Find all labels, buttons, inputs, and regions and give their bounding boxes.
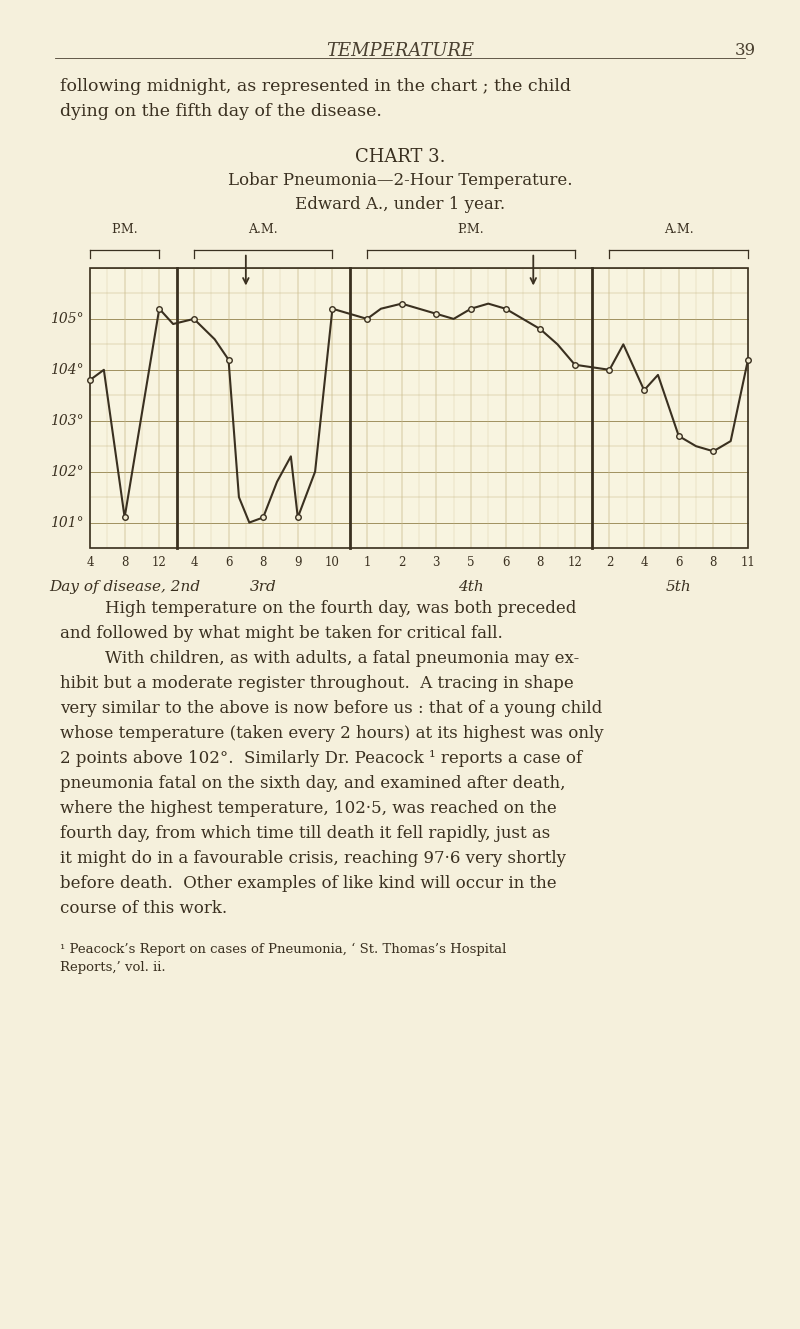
Text: 11: 11 [741, 556, 755, 569]
Text: 6: 6 [675, 556, 682, 569]
Text: 12: 12 [152, 556, 166, 569]
Text: 102°: 102° [50, 465, 84, 478]
Text: 4: 4 [190, 556, 198, 569]
Text: 103°: 103° [50, 413, 84, 428]
Text: ¹ Peacock’s Report on cases of Pneumonia, ‘ St. Thomas’s Hospital: ¹ Peacock’s Report on cases of Pneumonia… [60, 944, 506, 957]
Text: Lobar Pneumonia—2-Hour Temperature.: Lobar Pneumonia—2-Hour Temperature. [228, 171, 572, 189]
Text: 5: 5 [467, 556, 474, 569]
Text: following midnight, as represented in the chart ; the child: following midnight, as represented in th… [60, 78, 571, 94]
Text: dying on the fifth day of the disease.: dying on the fifth day of the disease. [60, 104, 382, 120]
Text: 39: 39 [734, 43, 755, 58]
Text: it might do in a favourable crisis, reaching 97·6 very shortly: it might do in a favourable crisis, reac… [60, 851, 566, 867]
Text: 3: 3 [433, 556, 440, 569]
Text: 101°: 101° [50, 516, 84, 529]
Text: fourth day, from which time till death it fell rapidly, just as: fourth day, from which time till death i… [60, 825, 550, 843]
Text: 2 points above 102°.  Similarly Dr. Peacock ¹ reports a case of: 2 points above 102°. Similarly Dr. Peaco… [60, 750, 582, 767]
Text: 2: 2 [398, 556, 406, 569]
Text: P.M.: P.M. [111, 223, 138, 237]
Text: With children, as with adults, a fatal pneumonia may ex-: With children, as with adults, a fatal p… [105, 650, 579, 667]
Text: High temperature on the fourth day, was both preceded: High temperature on the fourth day, was … [105, 599, 576, 617]
Text: 3rd: 3rd [250, 579, 277, 594]
Text: hibit but a moderate register throughout.  A tracing in shape: hibit but a moderate register throughout… [60, 675, 574, 692]
Text: A.M.: A.M. [664, 223, 694, 237]
Text: A.M.: A.M. [248, 223, 278, 237]
Text: very similar to the above is now before us : that of a young child: very similar to the above is now before … [60, 700, 602, 718]
Text: TEMPERATURE: TEMPERATURE [326, 43, 474, 60]
Text: where the highest temperature, 102·5, was reached on the: where the highest temperature, 102·5, wa… [60, 800, 557, 817]
Text: 4: 4 [640, 556, 648, 569]
Text: Edward A., under 1 year.: Edward A., under 1 year. [295, 195, 505, 213]
Text: 12: 12 [567, 556, 582, 569]
Text: 8: 8 [259, 556, 267, 569]
Bar [90, 268, 748, 548]
Text: 10: 10 [325, 556, 340, 569]
Text: 105°: 105° [50, 312, 84, 326]
Text: 8: 8 [710, 556, 717, 569]
Text: 6: 6 [502, 556, 510, 569]
Text: CHART 3.: CHART 3. [354, 148, 446, 166]
Text: and followed by what might be taken for critical fall.: and followed by what might be taken for … [60, 625, 502, 642]
Text: Day of disease, 2nd: Day of disease, 2nd [49, 579, 200, 594]
Text: 4: 4 [86, 556, 94, 569]
Text: 5th: 5th [666, 579, 692, 594]
Text: 9: 9 [294, 556, 302, 569]
Text: 104°: 104° [50, 363, 84, 377]
Bar [90, 268, 748, 548]
Text: 6: 6 [225, 556, 232, 569]
Text: 8: 8 [537, 556, 544, 569]
Text: Reports,’ vol. ii.: Reports,’ vol. ii. [60, 961, 166, 974]
Text: before death.  Other examples of like kind will occur in the: before death. Other examples of like kin… [60, 874, 557, 892]
Text: pneumonia fatal on the sixth day, and examined after death,: pneumonia fatal on the sixth day, and ex… [60, 775, 566, 792]
Text: whose temperature (taken every 2 hours) at its highest was only: whose temperature (taken every 2 hours) … [60, 726, 604, 742]
Text: 2: 2 [606, 556, 613, 569]
Text: P.M.: P.M. [458, 223, 484, 237]
Text: 4th: 4th [458, 579, 484, 594]
Text: 1: 1 [363, 556, 370, 569]
Text: 8: 8 [121, 556, 128, 569]
Text: course of this work.: course of this work. [60, 900, 227, 917]
